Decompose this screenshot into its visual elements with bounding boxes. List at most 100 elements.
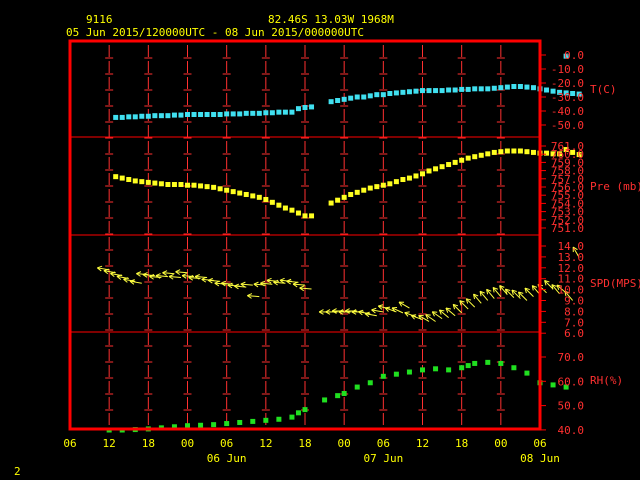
wind-arrow-head (318, 309, 324, 313)
wind-arrow-shaft (505, 288, 515, 298)
temperature-point (576, 91, 582, 97)
temperature-point (145, 113, 151, 119)
wind-tick-label: 10.0 (558, 284, 585, 297)
pressure-point (517, 148, 523, 154)
pressure-point (295, 210, 301, 216)
pressure-tick-label: 761.0 (551, 140, 584, 153)
wind-arrow (325, 309, 338, 315)
wind-arrow (418, 314, 430, 322)
wind-arrow (371, 307, 384, 314)
wind-arrow-shaft (518, 291, 528, 301)
wind-arrow (123, 277, 136, 283)
wind-arrow-head (411, 314, 417, 316)
temperature-point (243, 110, 249, 116)
temperature-point (230, 111, 236, 117)
wind-arrow-head (266, 279, 272, 284)
temperature-tick-label: -30.0 (551, 91, 584, 104)
wind-arrow (214, 280, 227, 287)
temperature-point (544, 87, 550, 93)
temperature-point (119, 114, 125, 120)
axis-labels: 0.0-10.0-20.0-30.0-40.0-50.0 T(C) 761.0760… (63, 49, 640, 465)
pressure-point (354, 189, 360, 195)
temperature-point (485, 86, 491, 92)
wind-arrow-head (214, 280, 220, 284)
wind-arrow-head (155, 273, 161, 276)
wind-arrow (499, 285, 508, 296)
wind-arrow-head (438, 309, 442, 315)
pressure-label: Pre (mb) (590, 180, 640, 193)
wind-arrow-shaft (431, 311, 443, 320)
humidity-point (295, 410, 301, 416)
temperature-point (478, 86, 484, 92)
wind-arrow-head (531, 285, 534, 291)
wind-arrow-head (344, 310, 350, 314)
humidity-point (498, 360, 504, 366)
wind-arrow-shaft (459, 300, 469, 310)
wind-arrow (459, 300, 469, 310)
pressure-point (335, 197, 341, 203)
pressure-point (289, 207, 295, 213)
wind-arrow-head (358, 309, 364, 313)
temperature-tick-label: -40.0 (551, 105, 584, 118)
wind-arrow-head (234, 285, 239, 290)
wind-arrow-head (391, 307, 396, 313)
pressure-point (158, 181, 164, 187)
pressure-point (524, 149, 530, 155)
temperature-point (171, 112, 177, 118)
wind-tick-label: 9.0 (564, 295, 584, 308)
wind-arrow-head (331, 308, 337, 312)
pressure-point (198, 183, 204, 189)
pressure-point (191, 182, 197, 188)
wind-tick-label: 6.0 (564, 327, 584, 340)
pressure-point (178, 182, 184, 188)
wind-arrow-head (358, 311, 363, 316)
temperature-point (335, 98, 341, 103)
wind-arrow-head (556, 284, 560, 290)
humidity-point (302, 407, 308, 413)
humidity-point (224, 421, 230, 427)
wind-arrow-shaft (240, 283, 253, 286)
wind-arrow-shaft (299, 287, 312, 290)
humidity-point (185, 423, 190, 429)
pressure-point (491, 149, 497, 155)
wind-arrow-shaft (162, 272, 175, 275)
wind-arrow-head (299, 285, 305, 289)
humidity-tick-label: 40.0 (558, 424, 585, 437)
temperature-point (387, 91, 393, 96)
pressure-point (504, 148, 510, 154)
temperature-point (341, 96, 347, 102)
wind-arrow-head (247, 293, 253, 297)
wind-arrow-head (162, 272, 167, 276)
pressure-tick-label: 756.0 (551, 181, 584, 194)
wind-arrow-head (431, 311, 435, 317)
wind-arrow-head (418, 315, 422, 321)
temperature-tick-label: -50.0 (551, 119, 584, 132)
wind-arrow-head (544, 280, 550, 283)
wind-tick-label: 7.0 (564, 316, 584, 329)
wind-arrow (524, 287, 534, 297)
wind-arrow-shaft (260, 282, 273, 285)
wind-arrow (438, 309, 449, 319)
wind-arrow-head (286, 280, 291, 285)
pressure-point (165, 182, 171, 188)
pressure-point (433, 166, 439, 172)
wind-arrow-head (371, 307, 377, 311)
wind-arrow (168, 274, 182, 280)
pressure-point (211, 184, 217, 190)
wind-arrow-head (299, 287, 305, 292)
wind-arrow-head (175, 271, 180, 275)
pressure-point (341, 194, 347, 200)
wind-arrow (286, 278, 299, 285)
temperature-point (354, 94, 360, 100)
temperature-point (550, 88, 556, 94)
humidity-point (198, 422, 204, 428)
wind-arrow-shaft (168, 275, 182, 279)
wind-arrow-shaft (371, 309, 384, 313)
temperature-point (439, 88, 445, 94)
wind-arrow-head (505, 288, 511, 292)
x-tick-label: 06 (63, 437, 76, 450)
wind-arrow-head (459, 300, 465, 303)
wind-arrow-shaft (473, 293, 482, 304)
wind-arrow-shaft (123, 278, 136, 282)
